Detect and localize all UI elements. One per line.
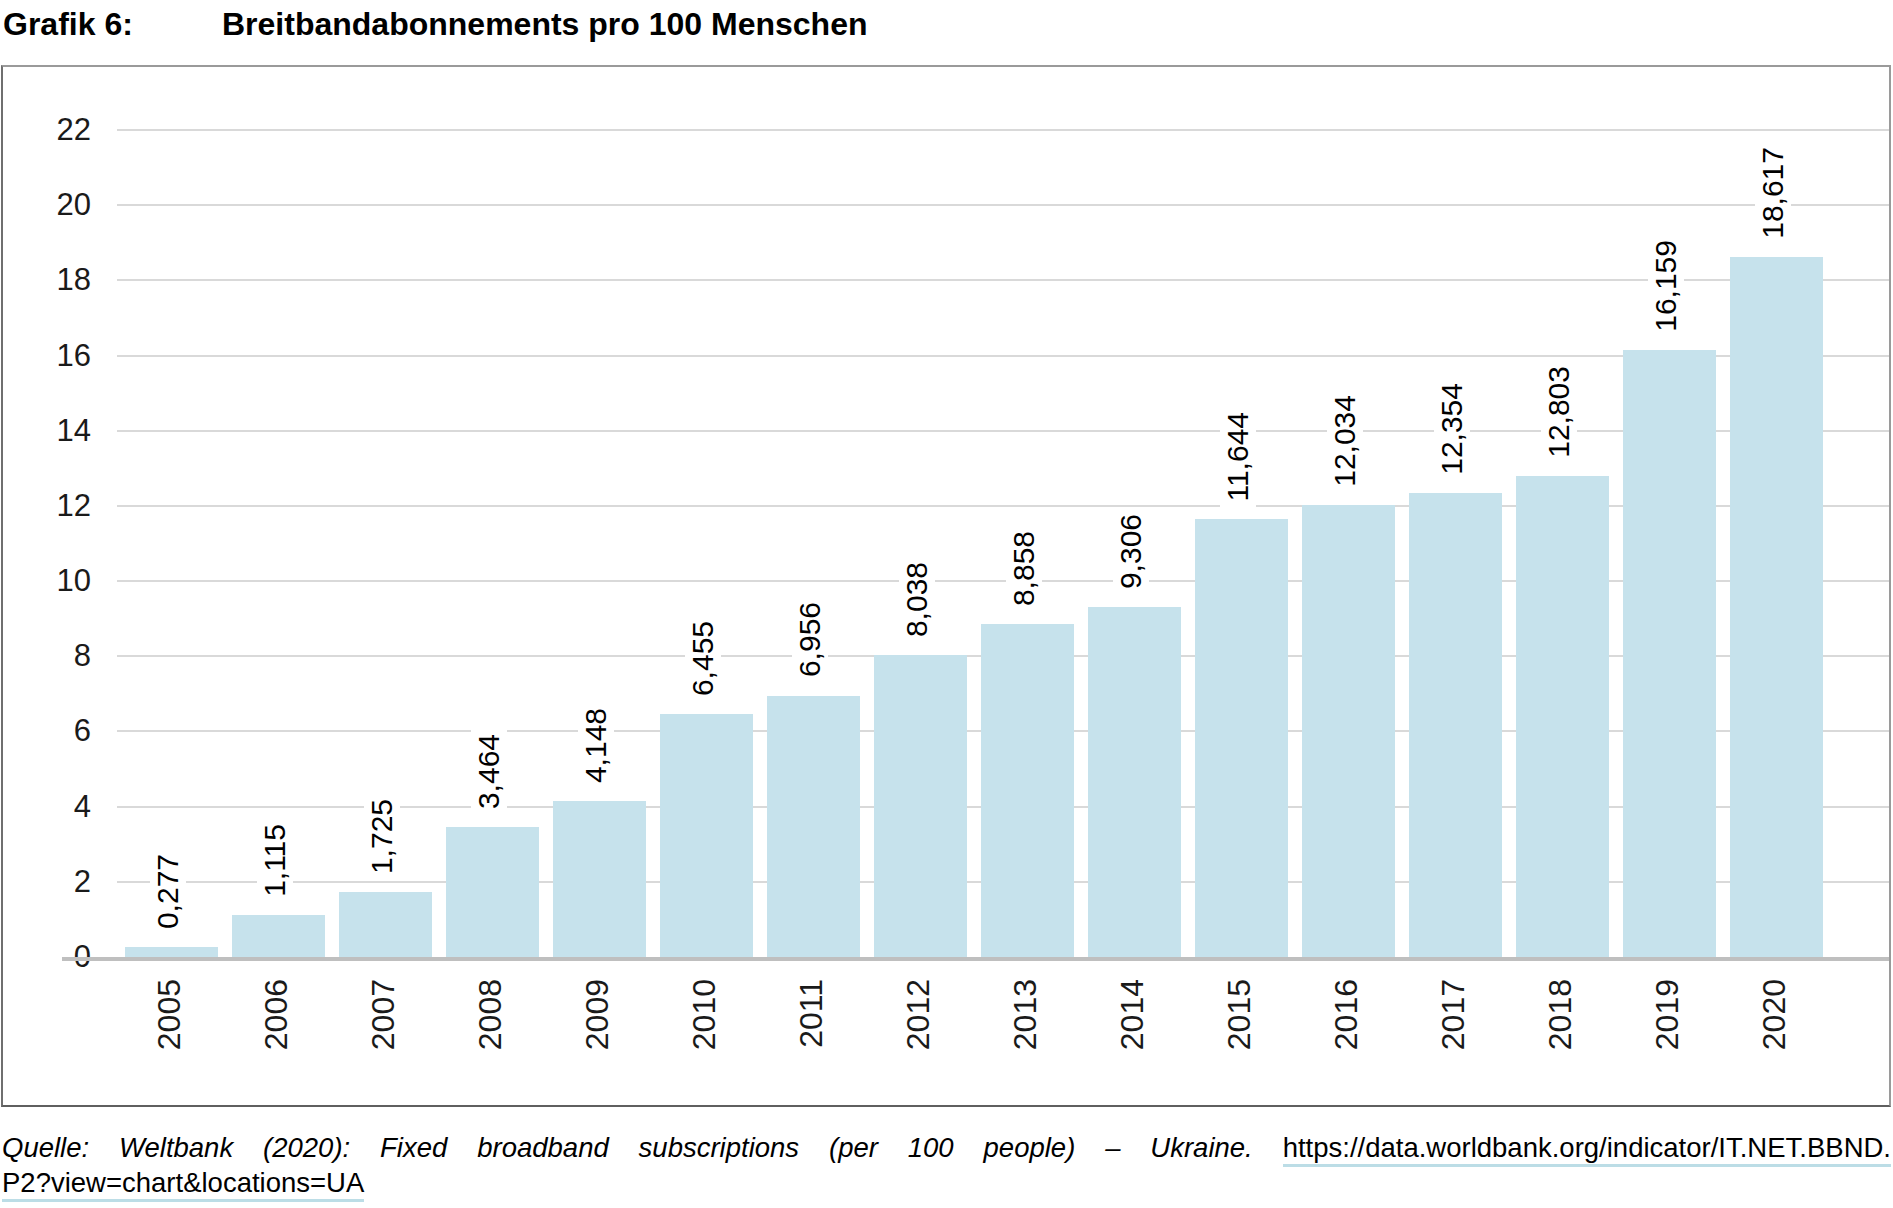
source-citation-text: Quelle: Weltbank (2020): Fixed broadband…	[2, 1132, 1253, 1163]
bar	[339, 892, 432, 957]
y-tick-label: 4	[31, 788, 91, 826]
bar-value-label: 4,148	[578, 702, 614, 789]
y-tick-label: 14	[31, 412, 91, 450]
source-url-part-1[interactable]: https://data.worldbank.org/indicator/IT.…	[1283, 1132, 1891, 1167]
chart-number-label: Grafik 6:	[3, 6, 222, 43]
x-tick-label: 2012	[902, 979, 934, 1050]
y-tick-label: 18	[31, 261, 91, 299]
bar-value-label: 8,858	[1006, 525, 1042, 612]
bar-value-label: 9,306	[1113, 508, 1149, 595]
x-tick-label: 2006	[260, 979, 292, 1050]
bar	[1302, 505, 1395, 957]
x-tick-label: 2008	[474, 979, 506, 1050]
bar-value-label: 11,644	[1220, 406, 1256, 508]
bar	[125, 947, 218, 957]
source-line-1: Quelle: Weltbank (2020): Fixed broadband…	[2, 1130, 1891, 1165]
bar-value-label: 16,159	[1648, 234, 1684, 338]
bar	[874, 655, 967, 957]
bar	[1730, 257, 1823, 957]
bar	[446, 827, 539, 957]
x-tick-label: 2015	[1223, 979, 1255, 1050]
bar-value-label: 12,354	[1434, 377, 1470, 481]
x-axis-line	[62, 957, 1889, 961]
y-tick-label: 22	[31, 111, 91, 149]
bar-value-label: 3,464	[471, 728, 507, 815]
x-tick-label: 2013	[1009, 979, 1041, 1050]
bar-value-label: 1,115	[257, 818, 293, 903]
gridline	[117, 129, 1889, 131]
source-note: Quelle: Weltbank (2020): Fixed broadband…	[2, 1130, 1891, 1200]
bar	[1516, 476, 1609, 957]
x-tick-label: 2005	[153, 979, 185, 1050]
bar-value-label: 8,038	[899, 556, 935, 643]
x-tick-label: 2010	[688, 979, 720, 1050]
x-tick-label: 2009	[581, 979, 613, 1050]
y-tick-label: 20	[31, 186, 91, 224]
bar	[1195, 519, 1288, 957]
bar	[1623, 350, 1716, 957]
y-tick-label: 6	[31, 712, 91, 750]
chart-frame: 02468101214161820220,27720051,11520061,7…	[1, 65, 1891, 1107]
x-tick-label: 2016	[1330, 979, 1362, 1050]
bar-value-label: 12,034	[1327, 389, 1363, 493]
bar-value-label: 1,725	[364, 793, 400, 880]
source-url-part-2[interactable]: P2?view=chart&locations=UA	[2, 1167, 364, 1202]
bar-value-label: 0,277	[150, 848, 186, 935]
y-tick-label: 10	[31, 562, 91, 600]
bar	[232, 915, 325, 957]
bar	[1409, 493, 1502, 957]
y-tick-label: 12	[31, 487, 91, 525]
y-tick-label: 2	[31, 863, 91, 901]
bar	[553, 801, 646, 957]
gridline	[117, 279, 1889, 281]
x-tick-label: 2017	[1437, 979, 1469, 1050]
y-tick-label: 8	[31, 637, 91, 675]
bar-chart-plot-area: 02468101214161820220,27720051,11520061,7…	[3, 67, 1889, 1105]
x-tick-label: 2018	[1544, 979, 1576, 1050]
bar-value-label: 6,455	[685, 615, 721, 702]
bar-value-label: 12,803	[1541, 360, 1577, 464]
y-tick-label: 16	[31, 337, 91, 375]
bar	[660, 714, 753, 957]
x-tick-label: 2014	[1116, 979, 1148, 1050]
bar	[981, 624, 1074, 957]
bar-value-label: 6,956	[792, 596, 828, 683]
gridline	[117, 204, 1889, 206]
chart-title-row: Grafik 6:Breitbandabonnements pro 100 Me…	[3, 6, 1890, 43]
source-line-2: P2?view=chart&locations=UA	[2, 1165, 1891, 1200]
x-tick-label: 2020	[1758, 979, 1790, 1050]
bar	[767, 696, 860, 957]
bar-value-label: 18,617	[1755, 141, 1791, 245]
bar	[1088, 607, 1181, 957]
x-tick-label: 2007	[367, 979, 399, 1050]
x-tick-label: 2019	[1651, 979, 1683, 1050]
page-title: Breitbandabonnements pro 100 Menschen	[222, 6, 867, 42]
x-tick-label: 2011	[795, 979, 827, 1048]
